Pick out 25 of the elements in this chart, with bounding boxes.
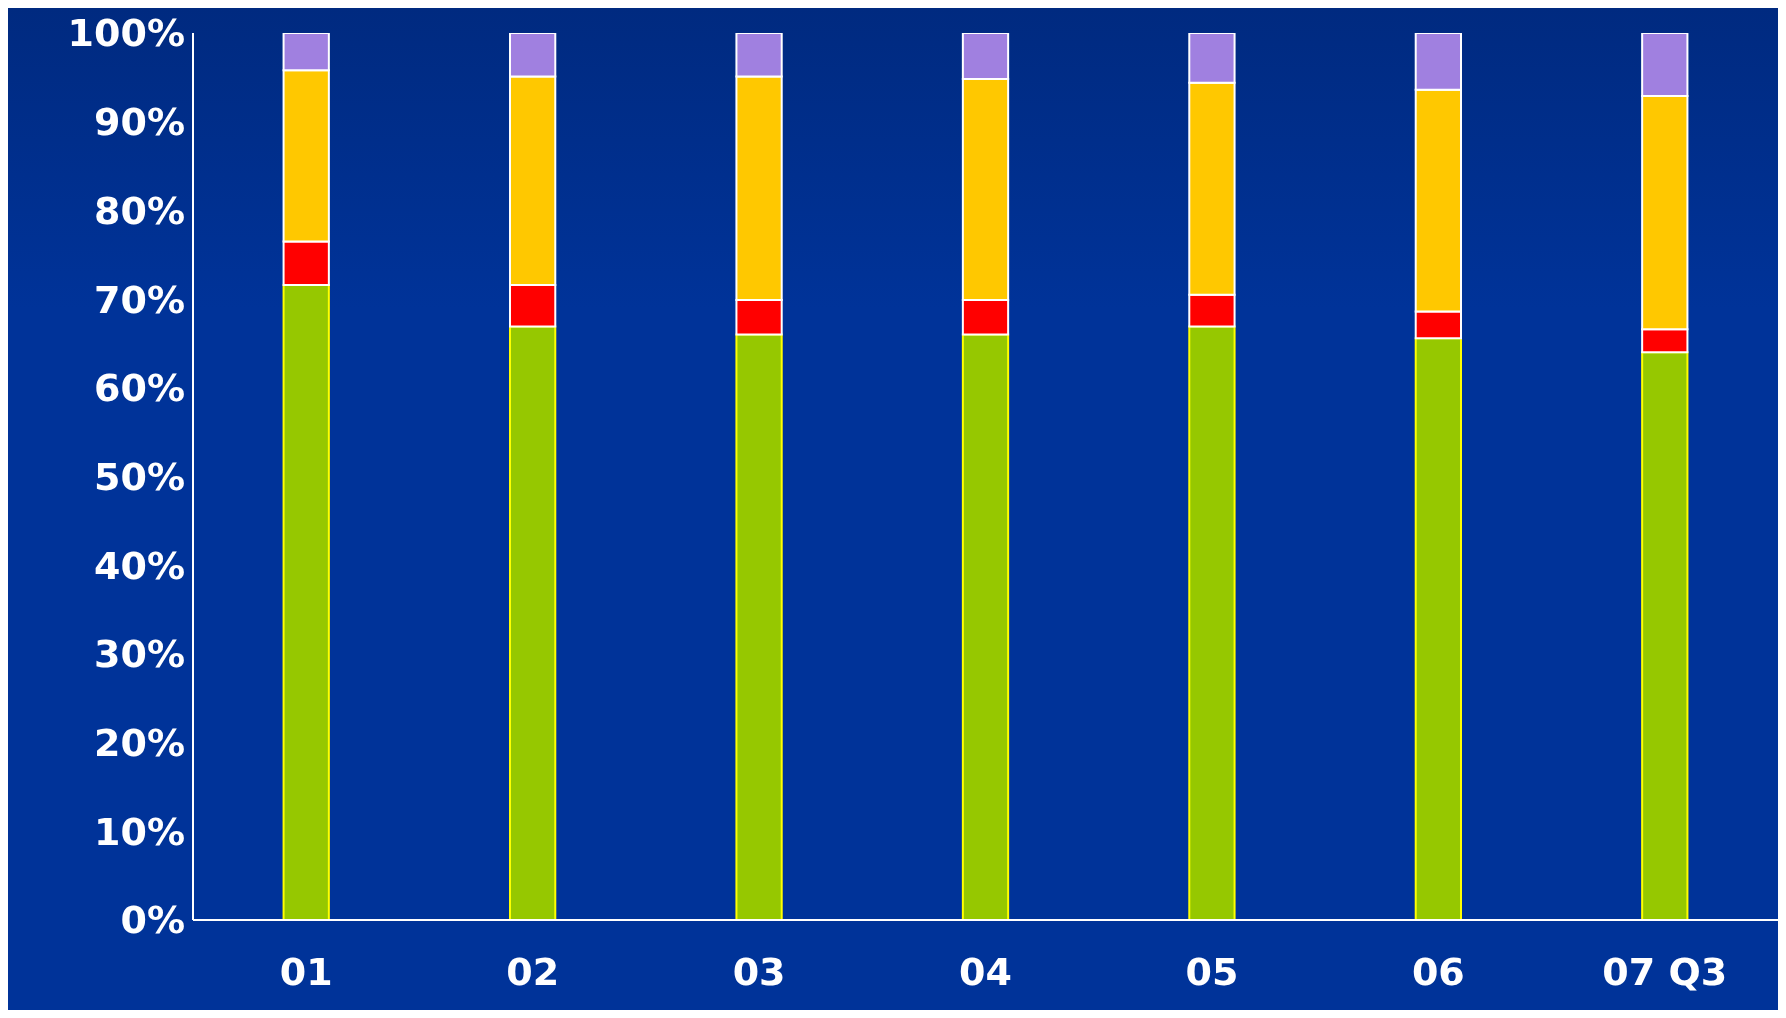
bar: [509, 325, 557, 920]
x-tick-label: 02: [506, 949, 560, 994]
y-tick-label: 60%: [94, 366, 185, 411]
x-tick-label: 01: [279, 949, 333, 994]
y-tick-label: 70%: [94, 277, 185, 322]
x-tick-label: 06: [1411, 949, 1465, 994]
y-tick-label: 50%: [94, 454, 185, 499]
y-tick-label: 40%: [94, 543, 185, 588]
y-tick-label: 30%: [94, 632, 185, 677]
x-tick-label: 05: [1185, 949, 1239, 994]
bar: [282, 283, 330, 920]
bar: [735, 333, 783, 920]
bar: [1414, 337, 1462, 920]
y-tick-label: 0%: [120, 898, 185, 943]
bar: [1641, 351, 1689, 920]
bar: [961, 333, 1010, 920]
y-tick-label: 80%: [94, 188, 185, 233]
x-tick-label: 07 Q3: [1602, 949, 1728, 994]
y-tick-label: 100%: [67, 11, 185, 56]
y-tick-label: 20%: [94, 721, 185, 766]
bar: [1188, 325, 1236, 920]
x-tick-label: 03: [732, 949, 786, 994]
x-tick-label: 04: [959, 949, 1012, 994]
y-tick-label: 10%: [94, 809, 185, 854]
y-tick-label: 90%: [94, 100, 185, 145]
